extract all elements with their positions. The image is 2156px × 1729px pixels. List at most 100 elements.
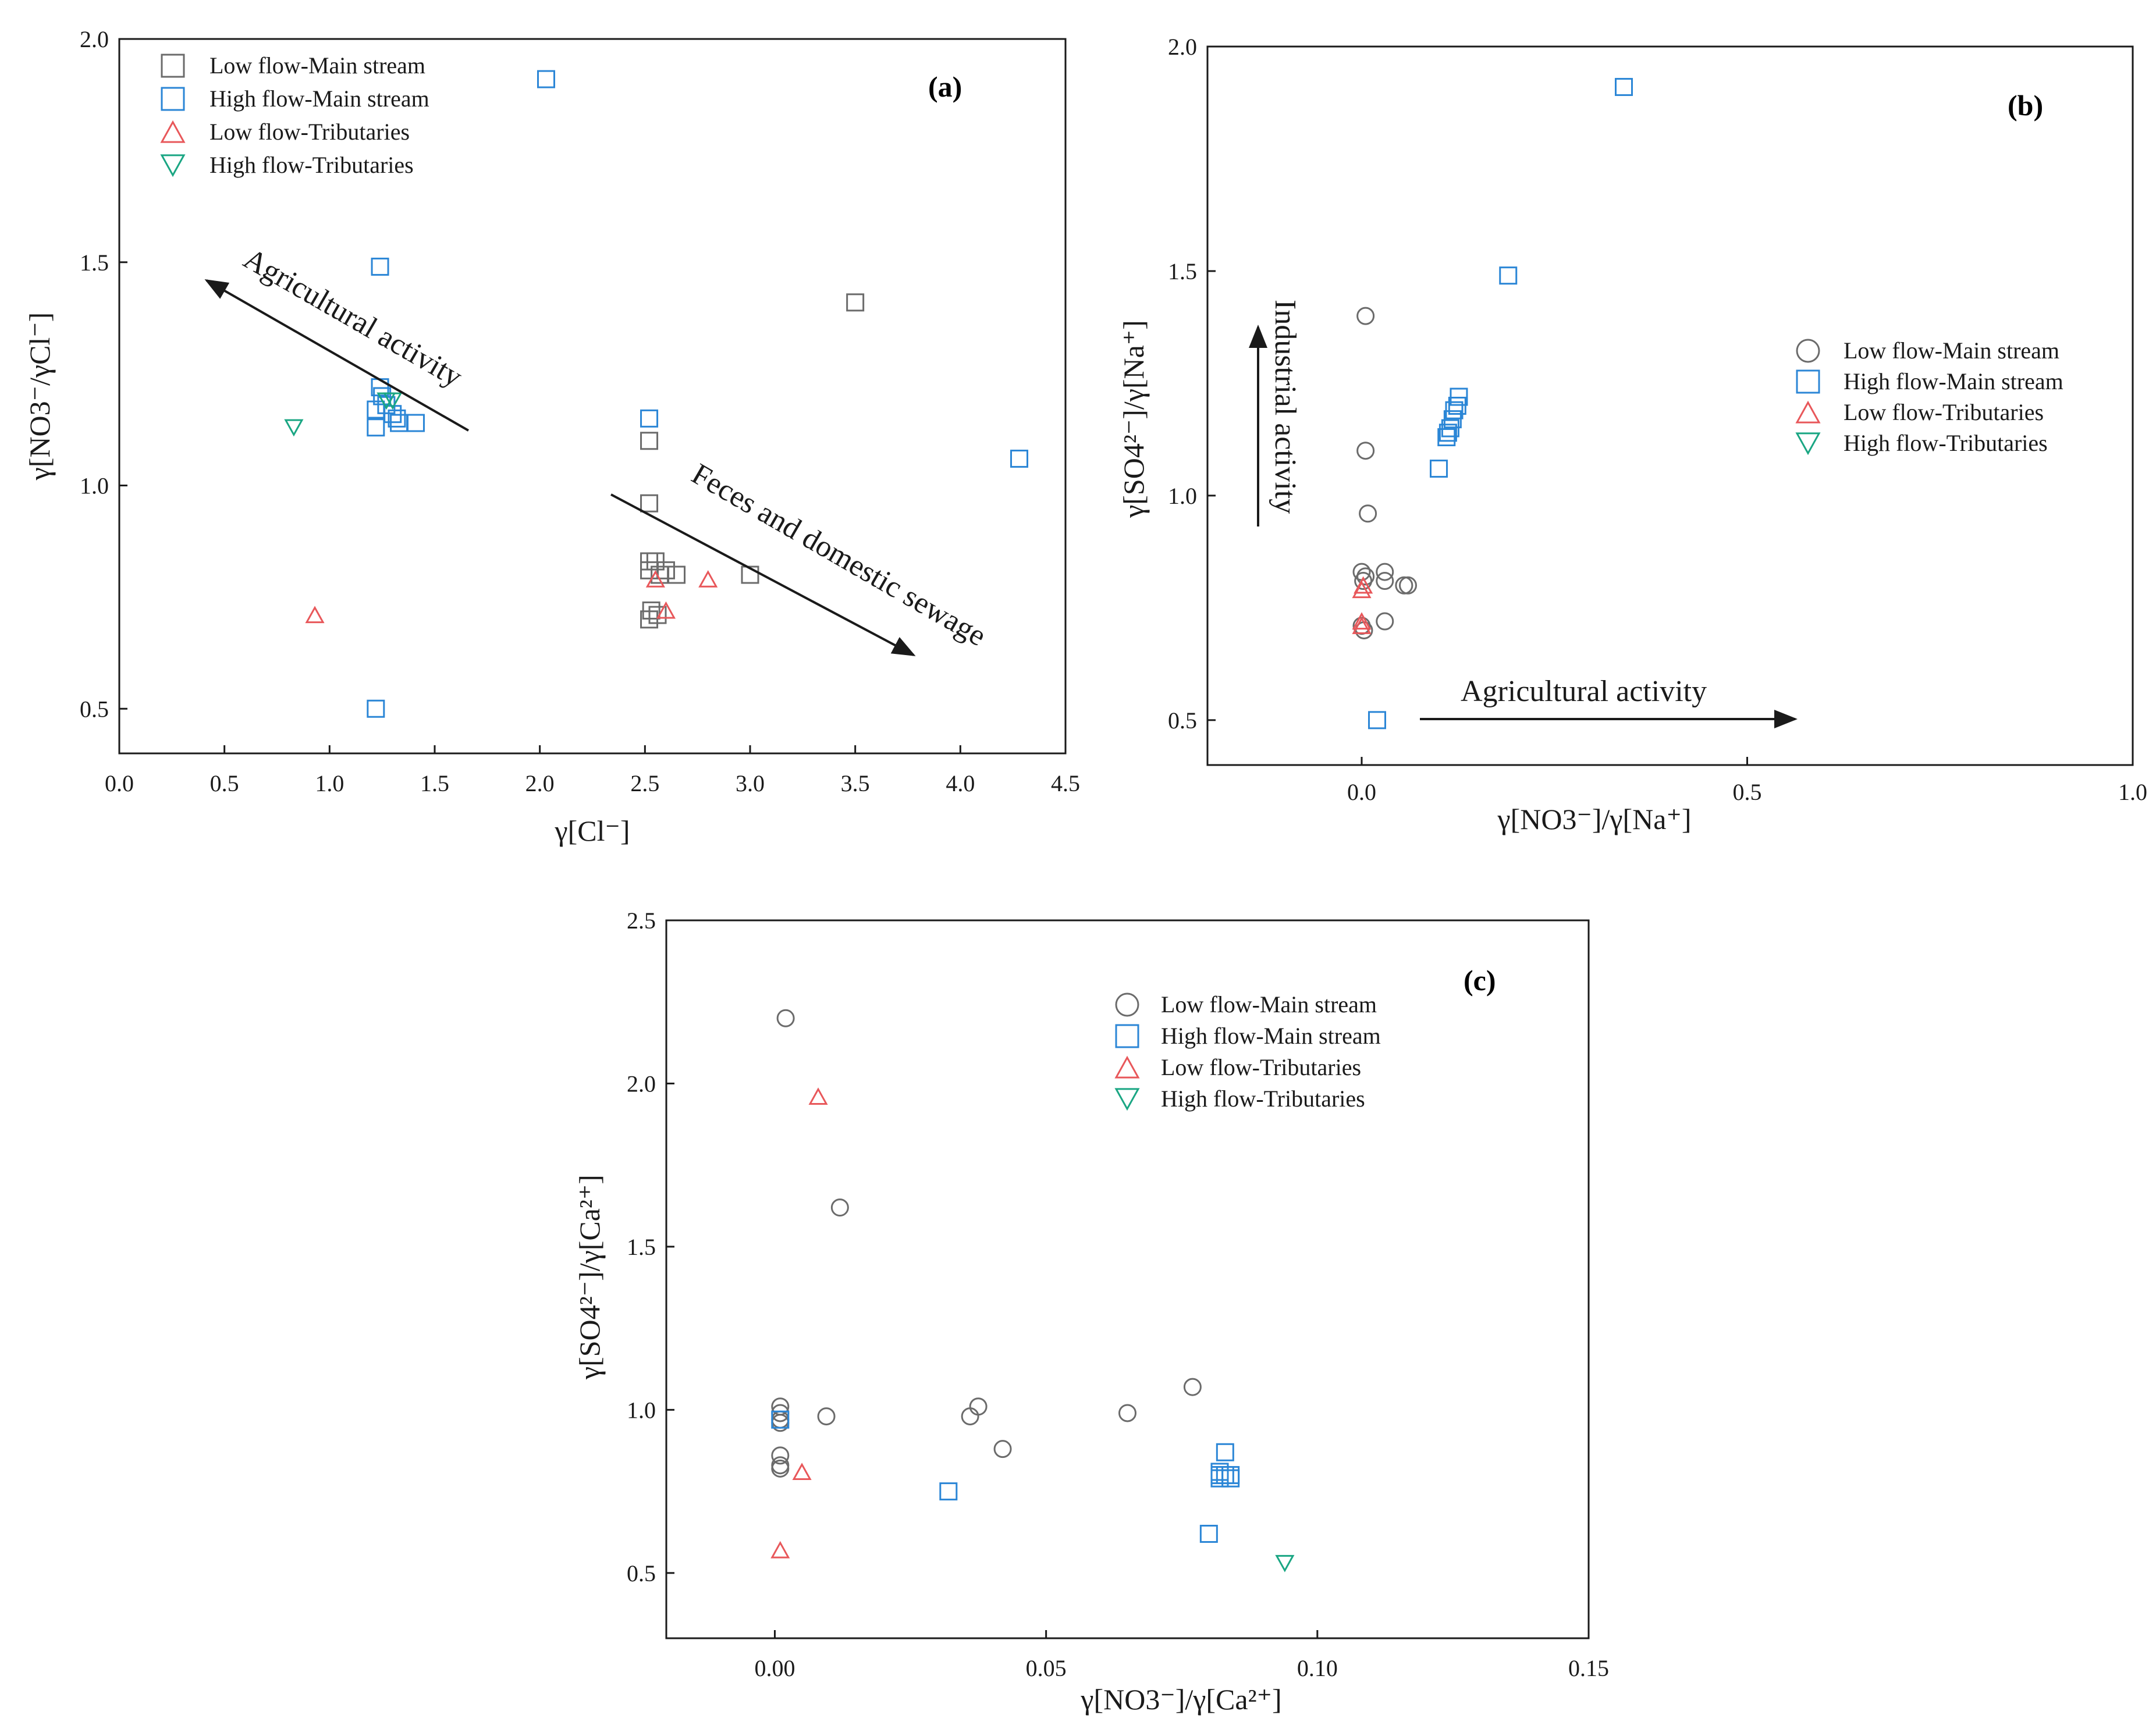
panel-b-label: (b) [2008, 89, 2043, 122]
data-point-high-main [1437, 428, 1456, 447]
data-point-high-main [1199, 1525, 1218, 1543]
y-tick-label: 1.0 [627, 1397, 656, 1423]
data-point-low-main [1118, 1404, 1136, 1422]
legend-marker-high-trib [1114, 1088, 1140, 1111]
panel-b-frame [1206, 45, 2134, 766]
legend-marker-low-main [161, 54, 185, 78]
panel-a-arrow-agricultural [204, 279, 469, 432]
panel-b-ylabel: γ[SO4²⁻]/γ[Na⁺] [1117, 320, 1150, 518]
data-point-low-trib [1352, 617, 1372, 634]
data-point-high-main [939, 1482, 958, 1501]
legend-marker-low-main [1115, 992, 1139, 1017]
y-tick-label: 2.0 [80, 26, 109, 52]
panel-a-frame [118, 38, 1067, 755]
y-tick-label: 0.5 [1168, 707, 1197, 734]
panel-c-frame [665, 919, 1590, 1639]
panel-b-annotation-agricultural: Agricultural activity [1461, 675, 1707, 708]
data-point-high-main [1430, 460, 1448, 478]
data-point-low-main [648, 606, 667, 624]
panel-c-ticks: 0.00 0.05 0.10 0.15 0.5 1.0 1.5 2.0 2.5 [627, 908, 1609, 1681]
y-tick-label: 1.5 [1168, 258, 1197, 284]
data-point-low-trib [1354, 576, 1373, 594]
data-point-low-main [1354, 572, 1373, 590]
data-point-low-trib [305, 606, 325, 624]
data-point-high-main [367, 699, 385, 718]
y-tick-label: 2.5 [627, 908, 656, 934]
legend-marker-low-main [1796, 339, 1820, 363]
x-tick-label: 0.15 [1568, 1655, 1609, 1681]
data-point-low-main [741, 565, 759, 584]
panel-a-ticks: 0.0 0.5 1.0 1.5 2.0 2.5 3.0 3.5 4.0 4.5 0.5 1.0 1.5 2… [80, 26, 1080, 796]
x-tick-label: 0.10 [1297, 1655, 1338, 1681]
panel-a-label: (a) [928, 70, 962, 103]
x-tick-label: 4.0 [946, 770, 975, 796]
data-point-high-main [1010, 449, 1029, 468]
data-point-high-trib [383, 392, 403, 410]
legend-marker-high-trib [160, 154, 186, 177]
x-tick-label: 0.5 [210, 770, 239, 796]
x-tick-label: 0.0 [1347, 779, 1376, 805]
y-tick-label: 1.5 [627, 1234, 656, 1260]
x-tick-label: 1.0 [315, 770, 344, 796]
data-point-low-main [1183, 1378, 1202, 1396]
y-tick-label: 0.5 [627, 1560, 656, 1586]
panel-b-xlabel: γ[NO3⁻]/γ[Na⁺] [1497, 803, 1692, 835]
legend-label-low-main: Low flow-Main stream [209, 52, 425, 79]
data-point-low-main [771, 1446, 790, 1465]
legend-label-high-trib: High flow-Tributaries [1844, 430, 2048, 456]
data-point-low-main [961, 1407, 979, 1426]
data-point-low-trib [792, 1463, 812, 1481]
y-tick-label: 1.0 [80, 473, 109, 499]
data-point-low-main [1376, 563, 1394, 581]
panel-a-ylabel: γ[NO3⁻/γCl⁻] [23, 312, 56, 481]
x-tick-label: 0.00 [754, 1655, 795, 1681]
legend-marker-low-trib [1114, 1055, 1140, 1079]
legend-label-low-main: Low flow-Main stream [1161, 991, 1377, 1018]
panel-b-ticks: 0.0 0.5 1.0 0.5 1.0 1.5 2.0 [1168, 34, 2147, 805]
legend-marker-high-main [161, 87, 185, 111]
x-tick-label: 0.05 [1026, 1655, 1067, 1681]
legend-marker-high-trib [1795, 432, 1821, 456]
data-point-low-main [640, 432, 659, 450]
data-point-low-trib [808, 1087, 828, 1105]
x-tick-label: 3.0 [736, 770, 765, 796]
y-tick-label: 1.5 [80, 250, 109, 276]
x-tick-label: 1.5 [420, 770, 449, 796]
panel-b-legend: Low flow-Main stream High flow-Main strea… [1795, 337, 2063, 456]
panel-c-legend: Low flow-Main stream High flow-Main strea… [1114, 991, 1381, 1112]
data-point-low-trib [1352, 612, 1372, 630]
data-point-high-trib [1275, 1554, 1295, 1573]
data-point-low-main [776, 1009, 795, 1027]
panel-b: 0.0 0.5 1.0 0.5 1.0 1.5 2.0 (b) γ[NO3⁻]/γ[Na⁺]… [1117, 34, 2147, 835]
panel-a: 0.0 0.5 1.0 1.5 2.0 2.5 3.0 3.5 4.0 4.5 0.5 1.0 1.5 2… [23, 26, 1080, 847]
legend-label-low-trib: Low flow-Tributaries [1844, 399, 2044, 425]
legend-label-high-trib: High flow-Tributaries [209, 152, 414, 178]
x-tick-label: 0.5 [1733, 779, 1762, 805]
data-point-low-main [1356, 307, 1375, 325]
panel-b-annotation-industrial: Industrial activity [1269, 300, 1302, 514]
legend-label-low-trib: Low flow-Tributaries [1161, 1054, 1361, 1080]
legend-marker-high-main [1115, 1024, 1139, 1048]
data-point-high-main [388, 409, 406, 428]
panel-c: 0.00 0.05 0.10 0.15 0.5 1.0 1.5 2.0 2.5 (c) γ[NO… [573, 908, 1609, 1716]
data-point-low-trib [698, 570, 718, 588]
data-point-low-trib [645, 570, 665, 588]
data-point-low-trib [770, 1541, 790, 1559]
data-point-high-main [1499, 266, 1518, 285]
data-point-high-main [371, 257, 389, 276]
data-point-low-main [830, 1198, 849, 1217]
x-tick-label: 2.5 [630, 770, 659, 796]
panel-b-points [1352, 77, 1633, 730]
panel-c-xlabel: γ[NO3⁻]/γ[Ca²⁺] [1080, 1683, 1281, 1716]
data-point-low-main [846, 293, 865, 312]
data-point-low-main [1395, 576, 1413, 595]
data-point-high-main [406, 414, 425, 432]
data-point-high-trib [284, 419, 304, 437]
legend-marker-low-trib [160, 120, 186, 143]
legend-label-high-main: High flow-Main stream [1844, 368, 2063, 394]
panel-c-ylabel: γ[SO4²⁻]/γ[Ca²⁺] [573, 1175, 606, 1380]
legend-label-low-main: Low flow-Main stream [1844, 337, 2059, 364]
legend-label-high-main: High flow-Main stream [209, 86, 429, 112]
x-tick-label: 2.0 [525, 770, 555, 796]
data-point-low-main [817, 1407, 836, 1426]
